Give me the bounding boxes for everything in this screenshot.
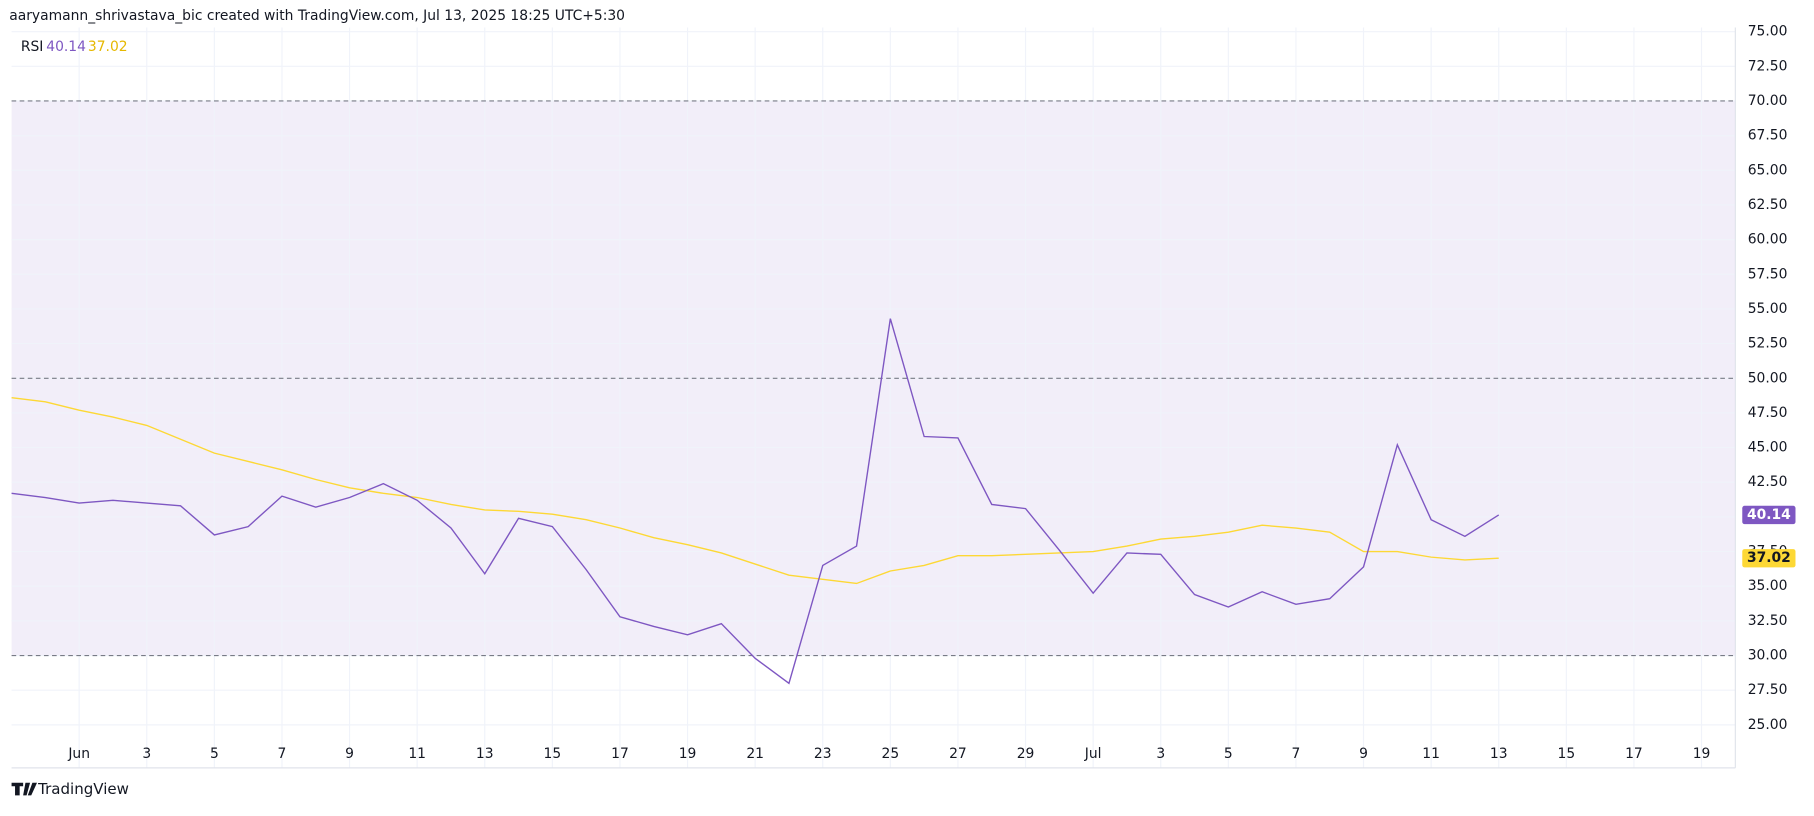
y-tick-label: 60.00	[1748, 232, 1788, 248]
x-tick-label: 25	[882, 746, 900, 762]
x-tick-label: 9	[1359, 746, 1368, 762]
x-tick-label: 19	[1693, 746, 1711, 762]
price-tag-label: 40.14	[1747, 507, 1791, 523]
x-tick-label: Jun	[67, 746, 90, 762]
y-tick-label: 75.00	[1748, 24, 1788, 40]
y-tick-label: 25.00	[1748, 717, 1788, 733]
x-tick-label: 29	[1017, 746, 1035, 762]
x-tick-label: 27	[949, 746, 967, 762]
logo	[11, 782, 38, 796]
y-tick-label: 62.50	[1748, 197, 1788, 213]
y-tick-label: 67.50	[1748, 128, 1788, 144]
y-tick-label: 35.00	[1748, 578, 1788, 594]
y-tick-label: 32.50	[1748, 613, 1788, 629]
plot	[11, 27, 1736, 768]
y-tick-label: 57.50	[1748, 266, 1788, 282]
series-line	[11, 397, 1499, 585]
x-tick-label: Jul	[1084, 746, 1102, 762]
y-tick-label: 42.50	[1748, 474, 1788, 490]
header: aaryamann_shrivastava_bic created with T…	[9, 8, 625, 24]
x-tick-label: 3	[1156, 746, 1165, 762]
footer: TradingView	[37, 780, 129, 798]
x-tick-label: 7	[278, 746, 287, 762]
price-tag	[1742, 549, 1796, 568]
series-line	[11, 318, 1500, 685]
x-tick-label: 11	[408, 746, 426, 762]
x-tick-label: 5	[1224, 746, 1233, 762]
x-tick-label: 11	[1422, 746, 1440, 762]
x-tick-label: 23	[814, 746, 832, 762]
x-tick-label: 13	[476, 746, 494, 762]
x-tick-label: 15	[544, 746, 562, 762]
y-tick-label: 70.00	[1748, 93, 1788, 109]
x-tick-label: 21	[746, 746, 764, 762]
y-tick-label: 50.00	[1748, 370, 1788, 386]
x-tick-label: 9	[345, 746, 354, 762]
x-tick-label: 17	[1625, 746, 1643, 762]
y-tick-label: 45.00	[1748, 440, 1788, 456]
x-tick-label: 17	[611, 746, 629, 762]
y-tick-label: 30.00	[1748, 648, 1788, 664]
legend-value: 37.02	[88, 39, 128, 55]
x-tick-label: 5	[210, 746, 219, 762]
y-tick-label: 72.50	[1748, 58, 1788, 74]
y-tick-label: 27.50	[1748, 682, 1788, 698]
y-tick-label: 52.50	[1748, 336, 1788, 352]
x-tick-label: 13	[1490, 746, 1508, 762]
y-tick-label: 55.00	[1748, 301, 1788, 317]
x-tick-label: 3	[142, 746, 151, 762]
x-tick-label: 15	[1558, 746, 1576, 762]
y-tick-label: 47.50	[1748, 405, 1788, 421]
legend-value: 40.14	[46, 39, 86, 55]
y-tick-label: 65.00	[1748, 162, 1788, 178]
price-tag-label: 37.02	[1747, 550, 1791, 566]
x-tick-label: 7	[1292, 746, 1301, 762]
legend-title: RSI	[21, 39, 44, 55]
price-tag	[1742, 505, 1796, 525]
x-tick-label: 19	[679, 746, 697, 762]
